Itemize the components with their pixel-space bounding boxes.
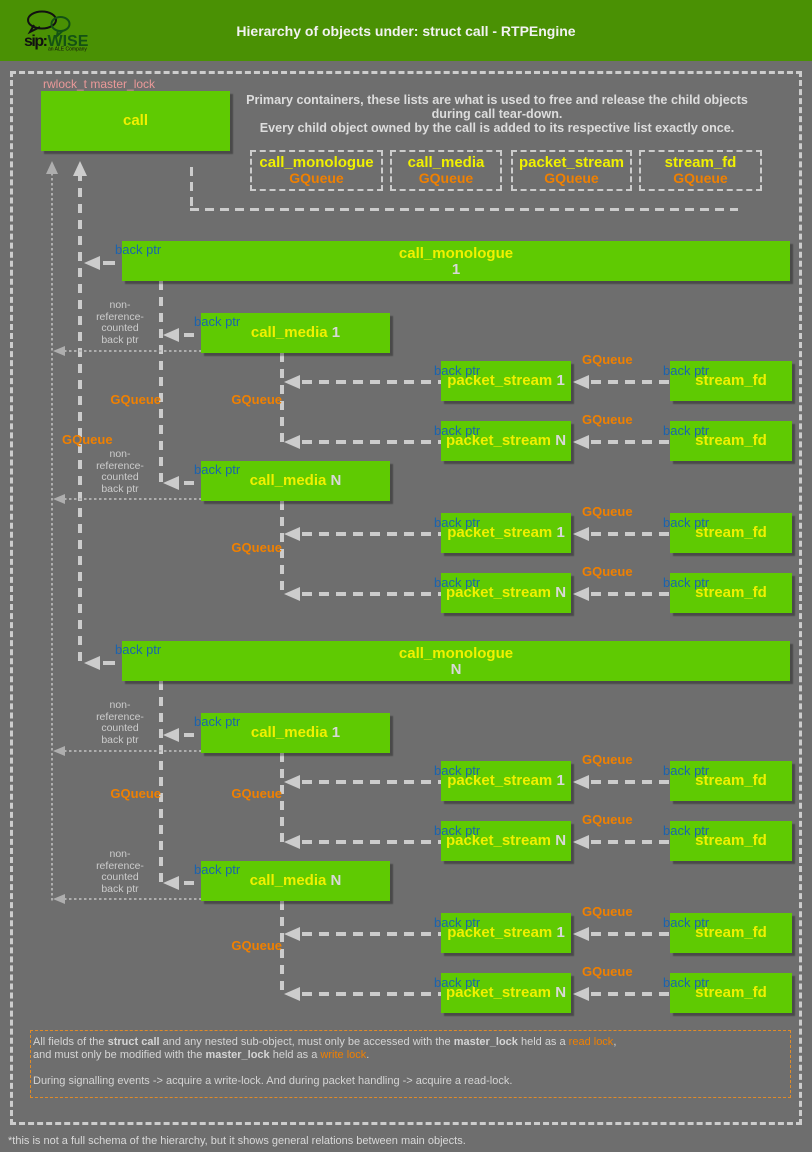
- svg-text:an ALE Company: an ALE Company: [48, 47, 87, 53]
- svg-text:sip:: sip:: [24, 33, 47, 50]
- svg-text:WISE: WISE: [48, 33, 89, 50]
